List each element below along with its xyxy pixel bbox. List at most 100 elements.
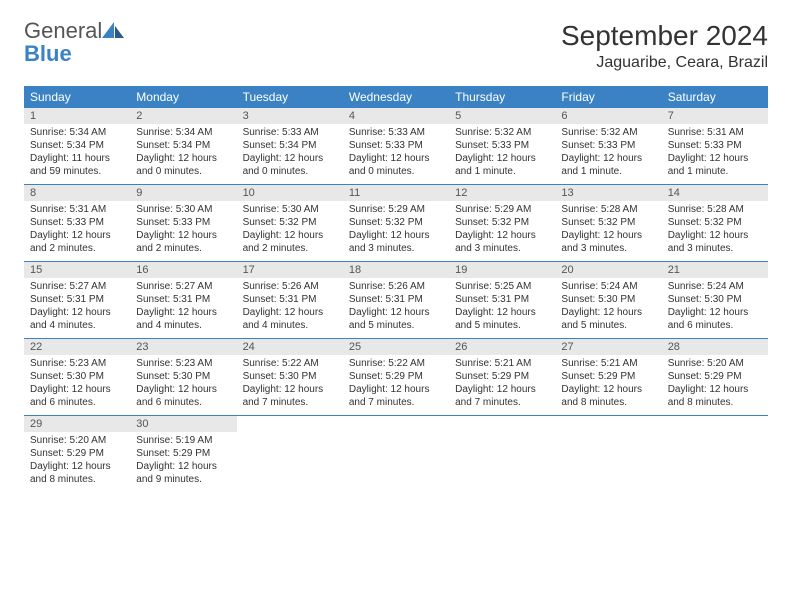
- sunrise-text: Sunrise: 5:20 AM: [668, 357, 762, 370]
- sunrise-text: Sunrise: 5:26 AM: [243, 280, 337, 293]
- daylight-text: Daylight: 12 hours and 3 minutes.: [668, 229, 762, 255]
- daylight-text: Daylight: 12 hours and 7 minutes.: [243, 383, 337, 409]
- sunset-text: Sunset: 5:34 PM: [136, 139, 230, 152]
- day-detail-cell: Sunrise: 5:26 AMSunset: 5:31 PMDaylight:…: [237, 278, 343, 339]
- sunset-text: Sunset: 5:31 PM: [30, 293, 124, 306]
- day-detail-cell: [237, 432, 343, 492]
- day-detail-cell: Sunrise: 5:29 AMSunset: 5:32 PMDaylight:…: [449, 201, 555, 262]
- day-number-cell: 21: [662, 262, 768, 278]
- sunset-text: Sunset: 5:31 PM: [349, 293, 443, 306]
- sunrise-text: Sunrise: 5:33 AM: [243, 126, 337, 139]
- logo-sail-icon: [102, 22, 124, 38]
- calendar-table: SundayMondayTuesdayWednesdayThursdayFrid…: [24, 86, 768, 492]
- sunset-text: Sunset: 5:33 PM: [455, 139, 549, 152]
- daylight-text: Daylight: 12 hours and 0 minutes.: [243, 152, 337, 178]
- logo: General Blue: [24, 20, 124, 66]
- day-number-cell: 28: [662, 339, 768, 355]
- daylight-text: Daylight: 12 hours and 5 minutes.: [349, 306, 443, 332]
- sunrise-text: Sunrise: 5:19 AM: [136, 434, 230, 447]
- day-detail-cell: Sunrise: 5:31 AMSunset: 5:33 PMDaylight:…: [24, 201, 130, 262]
- sunrise-text: Sunrise: 5:32 AM: [561, 126, 655, 139]
- day-number-cell: [662, 416, 768, 432]
- day-detail-row: Sunrise: 5:23 AMSunset: 5:30 PMDaylight:…: [24, 355, 768, 416]
- daylight-text: Daylight: 12 hours and 8 minutes.: [561, 383, 655, 409]
- day-number-row: 15161718192021: [24, 262, 768, 278]
- header: General Blue September 2024 Jaguaribe, C…: [24, 20, 768, 72]
- day-number-cell: 11: [343, 185, 449, 201]
- daylight-text: Daylight: 12 hours and 6 minutes.: [30, 383, 124, 409]
- daylight-text: Daylight: 12 hours and 0 minutes.: [136, 152, 230, 178]
- weekday-header: Sunday: [24, 86, 130, 108]
- sunrise-text: Sunrise: 5:27 AM: [30, 280, 124, 293]
- day-number-cell: 29: [24, 416, 130, 432]
- sunrise-text: Sunrise: 5:32 AM: [455, 126, 549, 139]
- daylight-text: Daylight: 12 hours and 5 minutes.: [455, 306, 549, 332]
- sunset-text: Sunset: 5:30 PM: [136, 370, 230, 383]
- day-number-cell: 23: [130, 339, 236, 355]
- day-number-cell: 26: [449, 339, 555, 355]
- sunset-text: Sunset: 5:29 PM: [561, 370, 655, 383]
- sunset-text: Sunset: 5:31 PM: [243, 293, 337, 306]
- sunrise-text: Sunrise: 5:30 AM: [136, 203, 230, 216]
- day-detail-cell: Sunrise: 5:32 AMSunset: 5:33 PMDaylight:…: [555, 124, 661, 185]
- sunrise-text: Sunrise: 5:28 AM: [668, 203, 762, 216]
- sunrise-text: Sunrise: 5:31 AM: [30, 203, 124, 216]
- day-number-cell: 20: [555, 262, 661, 278]
- day-detail-cell: Sunrise: 5:22 AMSunset: 5:30 PMDaylight:…: [237, 355, 343, 416]
- weekday-header: Friday: [555, 86, 661, 108]
- day-number-cell: 8: [24, 185, 130, 201]
- day-detail-cell: Sunrise: 5:30 AMSunset: 5:33 PMDaylight:…: [130, 201, 236, 262]
- day-detail-cell: [555, 432, 661, 492]
- sunrise-text: Sunrise: 5:34 AM: [30, 126, 124, 139]
- sunset-text: Sunset: 5:29 PM: [668, 370, 762, 383]
- day-number-cell: 12: [449, 185, 555, 201]
- sunset-text: Sunset: 5:33 PM: [136, 216, 230, 229]
- day-number-cell: 16: [130, 262, 236, 278]
- logo-text-block: General Blue: [24, 20, 124, 66]
- sunset-text: Sunset: 5:31 PM: [136, 293, 230, 306]
- day-detail-cell: Sunrise: 5:26 AMSunset: 5:31 PMDaylight:…: [343, 278, 449, 339]
- day-number-cell: 15: [24, 262, 130, 278]
- day-detail-cell: Sunrise: 5:20 AMSunset: 5:29 PMDaylight:…: [24, 432, 130, 492]
- daylight-text: Daylight: 12 hours and 6 minutes.: [136, 383, 230, 409]
- day-detail-cell: [449, 432, 555, 492]
- day-detail-cell: Sunrise: 5:24 AMSunset: 5:30 PMDaylight:…: [555, 278, 661, 339]
- day-detail-cell: Sunrise: 5:20 AMSunset: 5:29 PMDaylight:…: [662, 355, 768, 416]
- weekday-header: Monday: [130, 86, 236, 108]
- day-number-cell: 4: [343, 108, 449, 124]
- sunset-text: Sunset: 5:30 PM: [30, 370, 124, 383]
- sunset-text: Sunset: 5:32 PM: [243, 216, 337, 229]
- sunrise-text: Sunrise: 5:20 AM: [30, 434, 124, 447]
- daylight-text: Daylight: 12 hours and 1 minute.: [561, 152, 655, 178]
- day-detail-row: Sunrise: 5:27 AMSunset: 5:31 PMDaylight:…: [24, 278, 768, 339]
- sunset-text: Sunset: 5:29 PM: [30, 447, 124, 460]
- sunset-text: Sunset: 5:33 PM: [349, 139, 443, 152]
- day-detail-cell: Sunrise: 5:23 AMSunset: 5:30 PMDaylight:…: [130, 355, 236, 416]
- day-number-cell: 5: [449, 108, 555, 124]
- logo-text-blue: Blue: [24, 41, 72, 66]
- sunset-text: Sunset: 5:29 PM: [455, 370, 549, 383]
- sunrise-text: Sunrise: 5:24 AM: [668, 280, 762, 293]
- daylight-text: Daylight: 12 hours and 5 minutes.: [561, 306, 655, 332]
- day-number-cell: [237, 416, 343, 432]
- day-number-cell: 2: [130, 108, 236, 124]
- day-detail-cell: Sunrise: 5:28 AMSunset: 5:32 PMDaylight:…: [555, 201, 661, 262]
- day-number-row: 22232425262728: [24, 339, 768, 355]
- day-detail-cell: Sunrise: 5:32 AMSunset: 5:33 PMDaylight:…: [449, 124, 555, 185]
- location: Jaguaribe, Ceara, Brazil: [561, 54, 768, 72]
- day-number-cell: 1: [24, 108, 130, 124]
- sunset-text: Sunset: 5:29 PM: [349, 370, 443, 383]
- daylight-text: Daylight: 12 hours and 8 minutes.: [30, 460, 124, 486]
- sunset-text: Sunset: 5:33 PM: [30, 216, 124, 229]
- day-detail-cell: Sunrise: 5:25 AMSunset: 5:31 PMDaylight:…: [449, 278, 555, 339]
- daylight-text: Daylight: 12 hours and 3 minutes.: [561, 229, 655, 255]
- sunrise-text: Sunrise: 5:29 AM: [455, 203, 549, 216]
- day-number-cell: 25: [343, 339, 449, 355]
- sunrise-text: Sunrise: 5:21 AM: [561, 357, 655, 370]
- daylight-text: Daylight: 12 hours and 3 minutes.: [455, 229, 549, 255]
- day-number-row: 2930: [24, 416, 768, 432]
- sunset-text: Sunset: 5:34 PM: [243, 139, 337, 152]
- weekday-header-row: SundayMondayTuesdayWednesdayThursdayFrid…: [24, 86, 768, 108]
- sunset-text: Sunset: 5:33 PM: [668, 139, 762, 152]
- day-detail-cell: Sunrise: 5:21 AMSunset: 5:29 PMDaylight:…: [449, 355, 555, 416]
